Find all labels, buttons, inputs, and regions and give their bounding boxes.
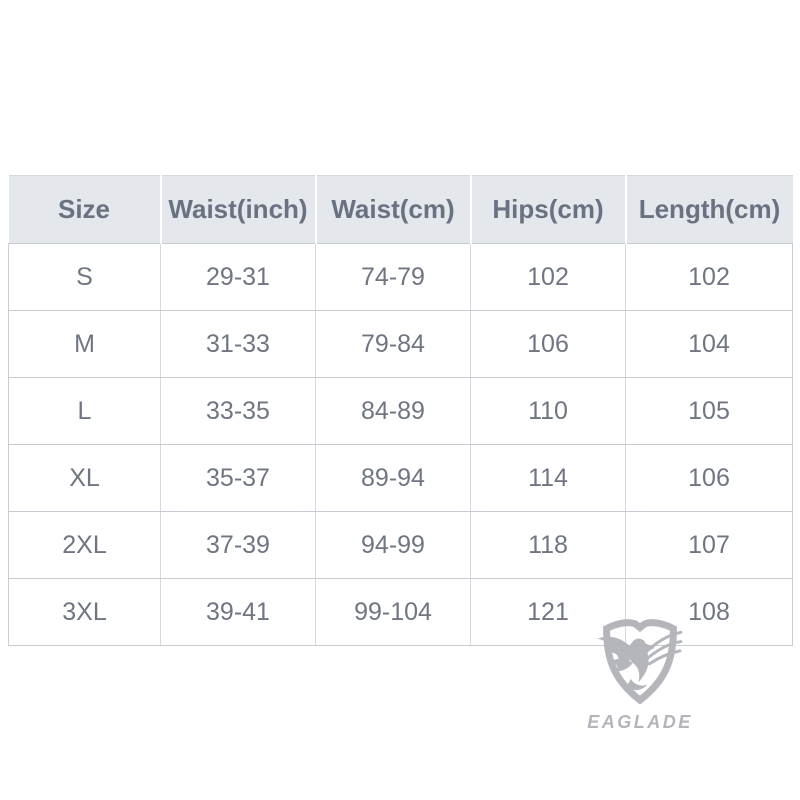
size-cell: 2XL — [8, 511, 161, 579]
value-cell: 106 — [625, 444, 793, 512]
size-cell: L — [8, 377, 161, 445]
table-body: S 29-31 74-79 102 102 M 31-33 79-84 106 104 L 33-35… — [8, 243, 793, 646]
value-cell: 39-41 — [160, 578, 316, 646]
table-row: L 33-35 84-89 110 105 — [8, 377, 793, 445]
size-cell: 3XL — [8, 578, 161, 646]
value-cell: 102 — [470, 243, 626, 311]
value-cell: 89-94 — [315, 444, 471, 512]
value-cell: 99-104 — [315, 578, 471, 646]
value-cell: 79-84 — [315, 310, 471, 378]
header-row: Size Waist(inch) Waist(cm) Hips(cm) Length(c… — [8, 175, 793, 244]
table-row: 3XL 39-41 99-104 121 108 — [8, 578, 793, 646]
value-cell: 110 — [470, 377, 626, 445]
value-cell: 108 — [625, 578, 793, 646]
size-cell: XL — [8, 444, 161, 512]
value-cell: 107 — [625, 511, 793, 579]
size-cell: S — [8, 243, 161, 311]
value-cell: 114 — [470, 444, 626, 512]
table-row: M 31-33 79-84 106 104 — [8, 310, 793, 378]
column-header: Hips(cm) — [470, 175, 627, 244]
value-cell: 121 — [470, 578, 626, 646]
value-cell: 94-99 — [315, 511, 471, 579]
size-cell: M — [8, 310, 161, 378]
column-header: Waist(inch) — [160, 175, 317, 244]
value-cell: 104 — [625, 310, 793, 378]
table-header: Size Waist(inch) Waist(cm) Hips(cm) Length(c… — [8, 175, 793, 244]
brand-wordmark: EAGLADE — [587, 712, 693, 732]
column-header: Length(cm) — [625, 175, 793, 244]
column-header: Waist(cm) — [315, 175, 472, 244]
value-cell: 106 — [470, 310, 626, 378]
size-chart-table: Size Waist(inch) Waist(cm) Hips(cm) Length(c… — [8, 175, 793, 646]
value-cell: 33-35 — [160, 377, 316, 445]
value-cell: 74-79 — [315, 243, 471, 311]
value-cell: 35-37 — [160, 444, 316, 512]
value-cell: 118 — [470, 511, 626, 579]
value-cell: 105 — [625, 377, 793, 445]
value-cell: 31-33 — [160, 310, 316, 378]
value-cell: 37-39 — [160, 511, 316, 579]
value-cell: 29-31 — [160, 243, 316, 311]
table-row: 2XL 37-39 94-99 118 107 — [8, 511, 793, 579]
value-cell: 84-89 — [315, 377, 471, 445]
table-row: S 29-31 74-79 102 102 — [8, 243, 793, 311]
table-row: XL 35-37 89-94 114 106 — [8, 444, 793, 512]
column-header: Size — [8, 175, 162, 244]
value-cell: 102 — [625, 243, 793, 311]
